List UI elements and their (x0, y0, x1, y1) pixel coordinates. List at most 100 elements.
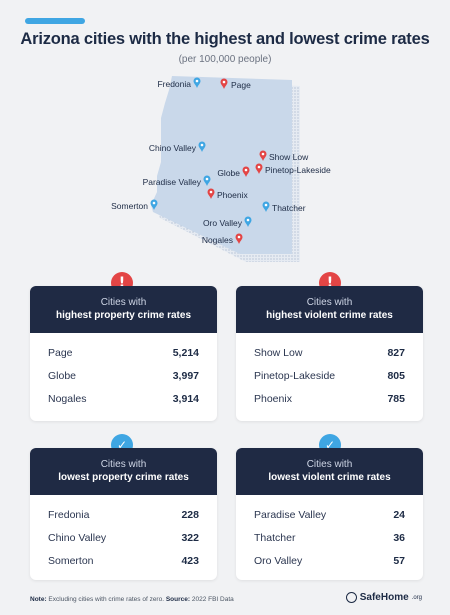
map-pin-dot (200, 143, 204, 147)
rate-value: 36 (393, 531, 405, 544)
map-city-label: Phoenix (217, 190, 248, 200)
map-pin-icon (255, 163, 263, 174)
map-city-label: Oro Valley (203, 218, 243, 228)
safehome-logo-icon (345, 592, 357, 603)
city-name: Paradise Valley (254, 508, 327, 521)
card-header: Cities with lowest property crime rates (30, 448, 217, 495)
table-row: Globe 3,997 (48, 364, 199, 387)
map-pin-dot (152, 201, 156, 205)
city-name: Page (48, 346, 73, 359)
map-city-label: Fredonia (157, 79, 191, 89)
page-title: Arizona cities with the highest and lowe… (20, 30, 430, 48)
city-name: Show Low (254, 346, 303, 359)
footer-note: Note: Excluding cities with crime rates … (30, 596, 234, 603)
card-header-line2: highest violent crime rates (266, 310, 393, 321)
card-header-line1: Cities with (306, 459, 353, 470)
card-lowest-violent: Cities with lowest violent crime rates P… (236, 448, 423, 580)
rate-value: 423 (181, 554, 199, 567)
city-name: Somerton (48, 554, 94, 567)
map-pin-icon (235, 233, 243, 244)
city-name: Thatcher (254, 531, 296, 544)
map-pin-dot (237, 235, 241, 239)
note-text: Excluding cities with crime rates of zer… (48, 596, 165, 603)
logo-suffix: .org (411, 594, 422, 601)
card-header: Cities with highest violent crime rates (236, 286, 423, 333)
table-row: Oro Valley 57 (254, 549, 405, 572)
card-header-line1: Cities with (100, 297, 147, 308)
map-pin-dot (209, 190, 213, 194)
table-row: Phoenix 785 (254, 387, 405, 410)
table-row: Nogales 3,914 (48, 387, 199, 410)
card-lowest-property: Cities with lowest property crime rates … (30, 448, 217, 580)
map-city-label: Somerton (111, 201, 148, 211)
rate-value: 5,214 (172, 346, 199, 359)
rate-value: 785 (387, 392, 405, 405)
arizona-map: Fredonia Page Chino Valley Show Low Pinetop-… (111, 76, 331, 262)
map-city-label: Pinetop-Lakeside (265, 165, 331, 175)
map-pin-icon (244, 216, 252, 227)
card-header: Cities with highest property crime rates (30, 286, 217, 333)
map-pin-dot (261, 152, 265, 156)
city-name: Nogales (48, 392, 87, 405)
map-pin-dot (264, 203, 268, 207)
rate-value: 3,914 (172, 392, 199, 405)
rate-value: 57 (393, 554, 405, 567)
city-name: Phoenix (254, 392, 292, 405)
card-header-line1: Cities with (306, 297, 353, 308)
rate-value: 805 (387, 369, 405, 382)
safehome-logo[interactable]: SafeHome .org (345, 592, 422, 603)
table-row: Page 5,214 (48, 341, 199, 364)
page-subtitle: (per 100,000 people) (178, 54, 272, 65)
rate-value: 322 (181, 531, 199, 544)
table-row: Somerton 423 (48, 549, 199, 572)
city-name: Pinetop-Lakeside (254, 369, 336, 382)
city-name: Chino Valley (48, 531, 107, 544)
table-row: Fredonia 228 (48, 503, 199, 526)
card-header-line2: lowest property crime rates (58, 472, 189, 483)
city-name: Oro Valley (254, 554, 303, 567)
map-pin-icon (150, 199, 158, 210)
table-row: Chino Valley 322 (48, 526, 199, 549)
card-header-line1: Cities with (100, 459, 147, 470)
card-header-line2: highest property crime rates (55, 310, 192, 321)
card-highest-violent: Cities with highest violent crime rates … (236, 286, 423, 421)
map-pin-dot (246, 218, 250, 222)
map-city-label: Nogales (202, 235, 233, 245)
map-city-label: Thatcher (272, 203, 306, 213)
card-header-line2: lowest violent crime rates (268, 472, 391, 483)
map-pin-dot (244, 168, 248, 172)
note-label: Note: (30, 596, 47, 603)
source-label: Source: (165, 596, 191, 603)
rate-value: 827 (387, 346, 405, 359)
map-city-label: Chino Valley (149, 143, 197, 153)
map-pin-icon (193, 77, 201, 88)
map-city-label: Page (231, 80, 251, 90)
rate-value: 3,997 (172, 369, 199, 382)
source-text: 2022 FBI Data (191, 596, 234, 603)
table-row: Paradise Valley 24 (254, 503, 405, 526)
map-city-label: Globe (217, 168, 240, 178)
rate-value: 228 (181, 508, 199, 521)
map-city-label: Paradise Valley (143, 177, 202, 187)
table-row: Pinetop-Lakeside 805 (254, 364, 405, 387)
map-pin-icon (262, 201, 270, 212)
map-pin-dot (195, 79, 199, 83)
city-name: Fredonia (48, 508, 90, 521)
arizona-shape (151, 76, 292, 254)
map-pin-icon (220, 78, 228, 89)
map-pin-icon (242, 166, 250, 177)
card-highest-property: Cities with highest property crime rates… (30, 286, 217, 421)
top-accent-bar (25, 18, 85, 24)
map-pin-icon (207, 188, 215, 199)
rate-value: 24 (393, 508, 405, 521)
logo-text: SafeHome (359, 592, 409, 603)
map-pin-icon (198, 141, 206, 152)
map-city-label: Show Low (269, 152, 309, 162)
map-pin-dot (222, 80, 226, 84)
map-pin-dot (257, 165, 261, 169)
card-header: Cities with lowest violent crime rates (236, 448, 423, 495)
map-pin-dot (205, 177, 209, 181)
city-name: Globe (48, 369, 77, 382)
table-row: Thatcher 36 (254, 526, 405, 549)
table-row: Show Low 827 (254, 341, 405, 364)
